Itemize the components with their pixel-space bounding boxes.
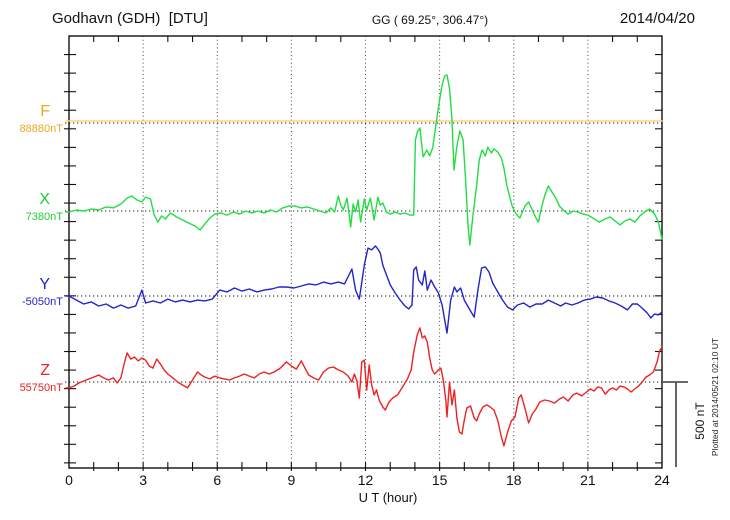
component-baseline-value-f: 88880nT xyxy=(19,123,63,135)
scale-bar-label: 500 nT xyxy=(693,402,707,440)
trace-y xyxy=(65,245,663,334)
component-baseline-value-z: 55750nT xyxy=(19,382,63,394)
trace-z xyxy=(65,327,663,447)
geographic-coords: GG ( 69.25°, 306.47°) xyxy=(371,13,489,27)
plotted-timestamp-note: Plotted at 2014/05/21 02:10 UT xyxy=(710,337,720,457)
x-axis-label: U T (hour) xyxy=(358,490,418,505)
component-baseline-value-y: -5050nT xyxy=(22,296,63,308)
hour-label-3: 3 xyxy=(139,472,148,488)
component-letter-y: Y xyxy=(39,276,50,293)
hour-label-0: 0 xyxy=(65,472,73,488)
station-title: Godhavn (GDH) [DTU] xyxy=(52,10,208,27)
hour-label-18: 18 xyxy=(505,472,522,488)
hour-label-6: 6 xyxy=(213,472,222,488)
component-label-z: Z 55750nT xyxy=(6,362,63,395)
hour-label-21: 21 xyxy=(580,472,596,488)
hour-label-12: 12 xyxy=(357,472,374,488)
component-label-x: X 7380nT xyxy=(6,191,63,224)
plot-frame xyxy=(68,35,663,469)
hour-label-24: 24 xyxy=(654,472,670,488)
hour-label-15: 15 xyxy=(431,472,448,488)
plot-date: 2014/04/20 xyxy=(619,10,695,27)
hour-label-9: 9 xyxy=(287,472,296,488)
component-label-f: F 88880nT xyxy=(6,103,63,136)
component-letter-x: X xyxy=(39,191,50,208)
trace-x xyxy=(65,74,663,246)
component-label-y: Y -5050nT xyxy=(6,276,63,309)
component-baseline-value-x: 7380nT xyxy=(25,211,63,223)
component-letter-z: Z xyxy=(40,362,50,379)
component-letter-f: F xyxy=(40,103,50,120)
